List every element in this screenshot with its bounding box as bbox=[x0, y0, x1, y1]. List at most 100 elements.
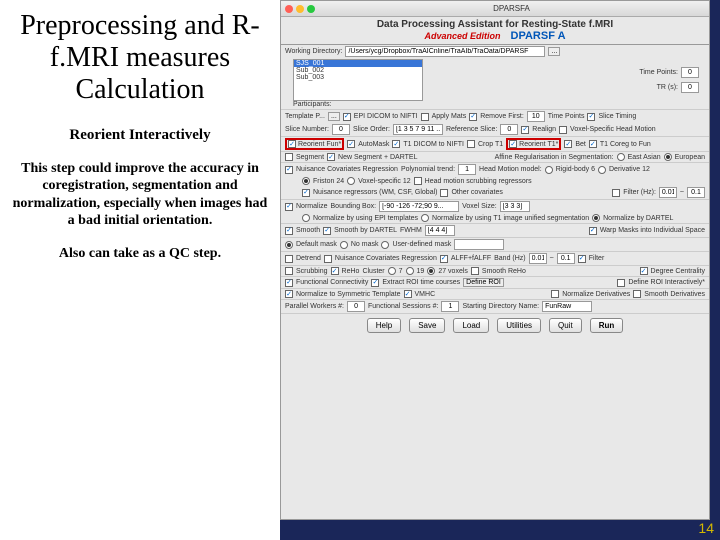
nuisancecov2-check[interactable] bbox=[324, 255, 332, 263]
t1dcm-check[interactable] bbox=[392, 140, 400, 148]
band-lo-input[interactable] bbox=[529, 253, 547, 264]
parworkers-label: Parallel Workers #: bbox=[285, 303, 344, 310]
utilities-button[interactable]: Utilities bbox=[497, 318, 541, 333]
defineroi2-label: Define ROI Interactively* bbox=[628, 279, 705, 286]
othercov-label: Other covariates bbox=[451, 189, 502, 196]
applymats-check[interactable] bbox=[421, 113, 429, 121]
template-label: Template P... bbox=[285, 113, 325, 120]
slicetiming-check[interactable] bbox=[587, 113, 595, 121]
bbox-input[interactable] bbox=[379, 201, 459, 212]
product-label: DPARSF A bbox=[511, 30, 566, 42]
minimize-icon[interactable] bbox=[296, 5, 304, 13]
nomask-radio[interactable] bbox=[340, 241, 348, 249]
cropt1-label: Crop T1 bbox=[478, 141, 503, 148]
reorientt1-check[interactable] bbox=[509, 140, 517, 148]
filter-lo-input[interactable] bbox=[659, 187, 677, 198]
voxelspec-radio[interactable] bbox=[347, 177, 355, 185]
funcsess-input[interactable] bbox=[441, 301, 459, 312]
filter-check[interactable] bbox=[612, 189, 620, 197]
friston-radio[interactable] bbox=[302, 177, 310, 185]
wd-browse-button[interactable]: ... bbox=[548, 47, 560, 56]
normdartel-radio[interactable] bbox=[592, 214, 600, 222]
normsym-check[interactable] bbox=[285, 290, 293, 298]
quit-button[interactable]: Quit bbox=[549, 318, 582, 333]
help-button[interactable]: Help bbox=[367, 318, 401, 333]
filter2-check[interactable] bbox=[578, 255, 586, 263]
userdefmask-radio[interactable] bbox=[381, 241, 389, 249]
smoothdartel-check[interactable] bbox=[323, 227, 331, 235]
newsegment-check[interactable] bbox=[327, 153, 335, 161]
refslice-input[interactable] bbox=[500, 124, 518, 135]
sliceorder-label: Slice Order: bbox=[353, 126, 390, 133]
close-icon[interactable] bbox=[285, 5, 293, 13]
template-button[interactable]: ... bbox=[328, 112, 340, 121]
c19-radio[interactable] bbox=[406, 267, 414, 275]
deriv12-radio[interactable] bbox=[598, 166, 606, 174]
defineroi-button[interactable]: Define ROI bbox=[463, 278, 504, 287]
degcen-check[interactable] bbox=[640, 267, 648, 275]
band-hi-input[interactable] bbox=[557, 253, 575, 264]
list-item[interactable]: SJS_001 bbox=[294, 60, 422, 67]
maximize-icon[interactable] bbox=[307, 5, 315, 13]
startdir-input[interactable] bbox=[542, 301, 592, 312]
european-radio[interactable] bbox=[664, 153, 672, 161]
list-item[interactable]: Sub_002 bbox=[294, 67, 422, 74]
normepi-radio[interactable] bbox=[302, 214, 310, 222]
segment-check[interactable] bbox=[285, 153, 293, 161]
save-button[interactable]: Save bbox=[409, 318, 445, 333]
extractroi-check[interactable] bbox=[371, 279, 379, 287]
mask-input[interactable] bbox=[454, 239, 504, 250]
smooth-check[interactable] bbox=[285, 227, 293, 235]
tr-input[interactable] bbox=[681, 82, 699, 93]
smderiv-label: Smooth Derivatives bbox=[644, 291, 705, 298]
timepoints-input[interactable] bbox=[681, 67, 699, 78]
polytrend-input[interactable] bbox=[458, 164, 476, 175]
nuisance-check[interactable] bbox=[285, 166, 293, 174]
eastasian-radio[interactable] bbox=[617, 153, 625, 161]
polytrend-label: Polynomial trend: bbox=[401, 166, 455, 173]
normsym-label: Normalize to Symmetric Template bbox=[296, 291, 401, 298]
detrend-check[interactable] bbox=[285, 255, 293, 263]
smreho-check[interactable] bbox=[471, 267, 479, 275]
rigid6-radio[interactable] bbox=[545, 166, 553, 174]
warpmasks-check[interactable] bbox=[589, 227, 597, 235]
voxsize-input[interactable] bbox=[500, 201, 530, 212]
voxelhead-check[interactable] bbox=[559, 126, 567, 134]
participants-list[interactable]: SJS_001 Sub_002 Sub_003 bbox=[293, 59, 423, 101]
list-item[interactable]: Sub_003 bbox=[294, 74, 422, 81]
normt1-radio[interactable] bbox=[421, 214, 429, 222]
smderiv-check[interactable] bbox=[633, 290, 641, 298]
filter-hi-input[interactable] bbox=[687, 187, 705, 198]
removefirst-input[interactable] bbox=[527, 111, 545, 122]
scrubbing-check[interactable] bbox=[285, 267, 293, 275]
epi2nifti-check[interactable] bbox=[343, 113, 351, 121]
reorientfun-check[interactable] bbox=[288, 140, 296, 148]
scrubbing-label: Scrubbing bbox=[296, 268, 328, 275]
c7-radio[interactable] bbox=[388, 267, 396, 275]
run-button[interactable]: Run bbox=[590, 318, 624, 333]
automask-check[interactable] bbox=[347, 140, 355, 148]
fwhm-input[interactable] bbox=[425, 225, 455, 236]
t1coreg-check[interactable] bbox=[589, 140, 597, 148]
headscrub-check[interactable] bbox=[414, 177, 422, 185]
defaultmask-radio[interactable] bbox=[285, 241, 293, 249]
normderiv-check[interactable] bbox=[551, 290, 559, 298]
cropt1-check[interactable] bbox=[467, 140, 475, 148]
funcconn-check[interactable] bbox=[285, 279, 293, 287]
sliceorder-input[interactable] bbox=[393, 124, 443, 135]
load-button[interactable]: Load bbox=[453, 318, 489, 333]
c27-radio[interactable] bbox=[427, 267, 435, 275]
defineroi2-check[interactable] bbox=[617, 279, 625, 287]
nuisancereg-check[interactable] bbox=[302, 189, 310, 197]
slicenum-input[interactable] bbox=[332, 124, 350, 135]
realign-check[interactable] bbox=[521, 126, 529, 134]
reho-check[interactable] bbox=[331, 267, 339, 275]
alff-check[interactable] bbox=[440, 255, 448, 263]
vmhc-check[interactable] bbox=[404, 290, 412, 298]
othercov-check[interactable] bbox=[440, 189, 448, 197]
normalize-check[interactable] bbox=[285, 203, 293, 211]
bet-check[interactable] bbox=[564, 140, 572, 148]
parworkers-input[interactable] bbox=[347, 301, 365, 312]
removefirst-check[interactable] bbox=[469, 113, 477, 121]
wd-input[interactable] bbox=[345, 46, 545, 57]
